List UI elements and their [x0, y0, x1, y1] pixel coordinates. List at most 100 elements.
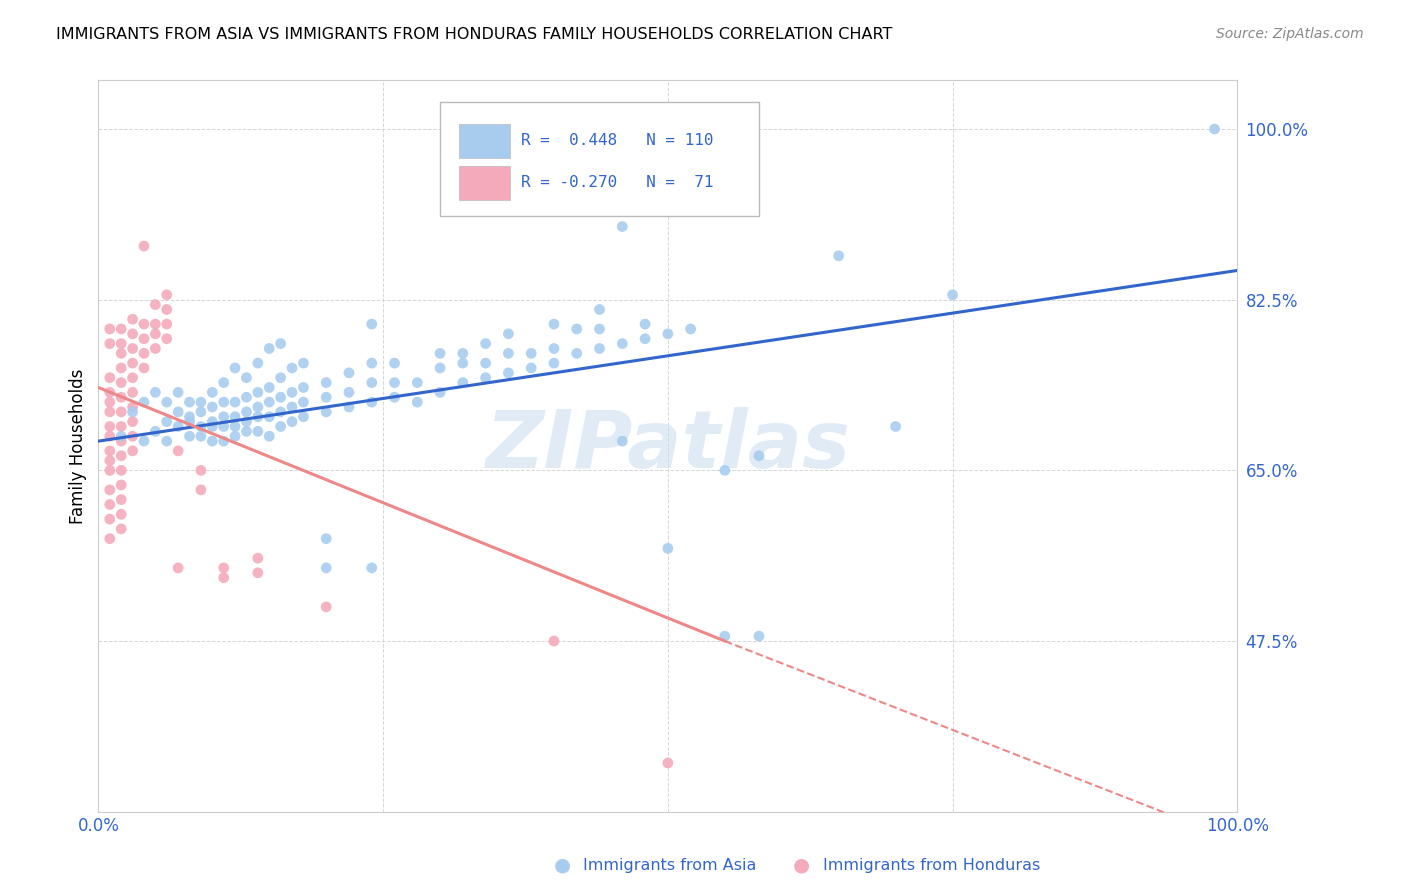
Point	[451, 346, 474, 360]
Point	[179, 429, 201, 443]
Point	[121, 356, 143, 370]
Point	[224, 429, 246, 443]
Point	[167, 405, 190, 419]
Point	[167, 385, 190, 400]
Point	[98, 419, 121, 434]
Point	[110, 508, 132, 522]
Point	[270, 419, 292, 434]
Point	[98, 443, 121, 458]
Point	[406, 395, 429, 409]
Point	[145, 342, 167, 356]
Point	[190, 429, 212, 443]
Point	[259, 409, 281, 424]
Point	[110, 429, 132, 443]
Point	[259, 429, 281, 443]
Point	[212, 571, 235, 585]
Point	[110, 463, 132, 477]
Point	[132, 434, 155, 449]
Point	[98, 483, 121, 497]
Point	[121, 415, 143, 429]
Point	[132, 395, 155, 409]
Point	[748, 449, 770, 463]
Point	[98, 395, 121, 409]
Text: R =  0.448   N = 110: R = 0.448 N = 110	[522, 134, 713, 148]
Point	[132, 361, 155, 376]
Point	[167, 443, 190, 458]
Point	[292, 395, 315, 409]
Point	[145, 425, 167, 439]
Point	[565, 346, 588, 360]
Point	[224, 409, 246, 424]
Point	[498, 366, 520, 380]
Point	[634, 332, 657, 346]
Point	[474, 336, 496, 351]
Point	[190, 405, 212, 419]
Point	[212, 376, 235, 390]
Point	[246, 400, 269, 414]
Point	[156, 332, 179, 346]
Point	[612, 219, 634, 234]
Point	[406, 376, 429, 390]
Point	[121, 443, 143, 458]
Point	[281, 400, 304, 414]
Point	[98, 385, 121, 400]
Point	[292, 409, 315, 424]
Point	[281, 361, 304, 376]
Point	[588, 322, 610, 336]
Point	[520, 346, 543, 360]
Point	[98, 336, 121, 351]
Point	[121, 400, 143, 414]
Point	[132, 332, 155, 346]
Point	[281, 385, 304, 400]
Text: Source: ZipAtlas.com: Source: ZipAtlas.com	[1216, 27, 1364, 41]
Point	[828, 249, 851, 263]
Point	[235, 425, 257, 439]
Point	[201, 400, 224, 414]
Text: Immigrants from Honduras: Immigrants from Honduras	[823, 858, 1040, 872]
Point	[121, 385, 143, 400]
Point	[201, 385, 224, 400]
Point	[612, 434, 634, 449]
Point	[145, 317, 167, 331]
FancyBboxPatch shape	[460, 124, 509, 158]
Point	[132, 346, 155, 360]
Point	[498, 346, 520, 360]
Point	[292, 356, 315, 370]
Point	[156, 415, 179, 429]
Point	[714, 629, 737, 643]
Point	[110, 361, 132, 376]
Point	[98, 453, 121, 467]
Point	[246, 409, 269, 424]
Point	[224, 419, 246, 434]
Point	[121, 342, 143, 356]
Text: ZIPatlas: ZIPatlas	[485, 407, 851, 485]
Point	[259, 342, 281, 356]
Point	[190, 483, 212, 497]
Point	[429, 385, 451, 400]
Point	[246, 551, 269, 566]
Point	[498, 326, 520, 341]
Point	[270, 390, 292, 404]
Point	[110, 478, 132, 492]
Point	[98, 405, 121, 419]
Point	[145, 297, 167, 311]
Point	[543, 342, 565, 356]
Point	[1204, 122, 1226, 136]
Point	[315, 561, 337, 575]
Y-axis label: Family Households: Family Households	[69, 368, 87, 524]
Point	[201, 419, 224, 434]
Point	[212, 561, 235, 575]
Point	[884, 419, 907, 434]
Point	[167, 419, 190, 434]
Point	[190, 463, 212, 477]
Point	[384, 356, 406, 370]
Point	[110, 336, 132, 351]
Point	[281, 415, 304, 429]
Point	[270, 370, 292, 384]
Point	[942, 288, 965, 302]
Point	[337, 385, 360, 400]
Point	[156, 395, 179, 409]
Point	[201, 415, 224, 429]
Point	[190, 419, 212, 434]
Point	[315, 599, 337, 614]
